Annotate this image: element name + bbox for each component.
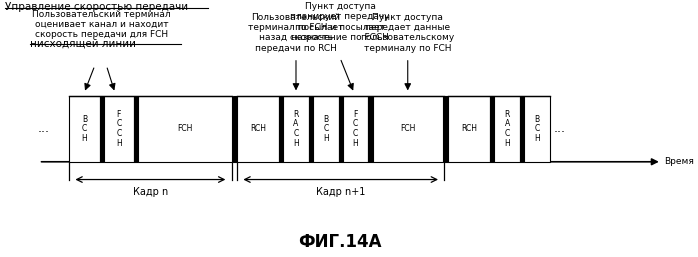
Bar [373, 96, 443, 162]
Text: ...: ... [38, 122, 50, 135]
Text: FCH: FCH [177, 124, 193, 133]
Bar [69, 96, 100, 162]
Text: B
C
H: B C H [534, 115, 540, 143]
Bar [138, 96, 232, 162]
Text: нисходящей линии: нисходящей линии [30, 39, 136, 49]
Bar [237, 96, 279, 162]
Bar [445, 96, 448, 162]
Text: Управление скоростью передачи: Управление скоростью передачи [5, 2, 188, 12]
Bar [339, 96, 343, 162]
Text: FCH: FCH [400, 124, 415, 133]
Text: RCH: RCH [250, 124, 266, 133]
Text: R
A
C
H: R A C H [293, 110, 299, 148]
Bar [309, 96, 313, 162]
Bar [524, 96, 550, 162]
Bar [100, 96, 104, 162]
Bar [448, 96, 491, 162]
Text: F
C
C
H: F C C H [352, 110, 359, 148]
Bar [494, 96, 520, 162]
Text: F
C
C
H: F C C H [116, 110, 121, 148]
Bar [104, 96, 134, 162]
Bar [369, 96, 373, 162]
Text: B
C
H: B C H [323, 115, 329, 143]
Text: Время: Время [664, 157, 694, 166]
Bar [279, 96, 283, 162]
Text: ...: ... [554, 122, 566, 135]
Text: ФИГ.14А: ФИГ.14А [298, 233, 382, 251]
Bar [134, 96, 138, 162]
Bar [233, 96, 237, 162]
Text: Пользовательский терминал
оценивает канал и находит
скорость передачи для FCH: Пользовательский терминал оценивает кана… [32, 10, 171, 39]
Bar [283, 96, 309, 162]
Bar [520, 96, 524, 162]
Bar [313, 96, 339, 162]
Text: R
A
C
H: R A C H [505, 110, 510, 148]
Text: Пользовательский
терминал посылает
назад скорость
передачи по RCH: Пользовательский терминал посылает назад… [248, 13, 343, 53]
Text: RCH: RCH [461, 124, 477, 133]
Text: Кадр n: Кадр n [133, 187, 168, 197]
Bar [343, 96, 369, 162]
Text: Пункт доступа
планирует передачу
по FCH и посылает
назначение по FCCH: Пункт доступа планирует передачу по FCH … [290, 2, 389, 42]
Text: Пункт доступа
передает данные
пользовательскому
терминалу по FCH: Пункт доступа передает данные пользовате… [361, 13, 455, 53]
Text: B
C
H: B C H [82, 115, 87, 143]
Text: Кадр n+1: Кадр n+1 [316, 187, 365, 197]
Bar [491, 96, 494, 162]
